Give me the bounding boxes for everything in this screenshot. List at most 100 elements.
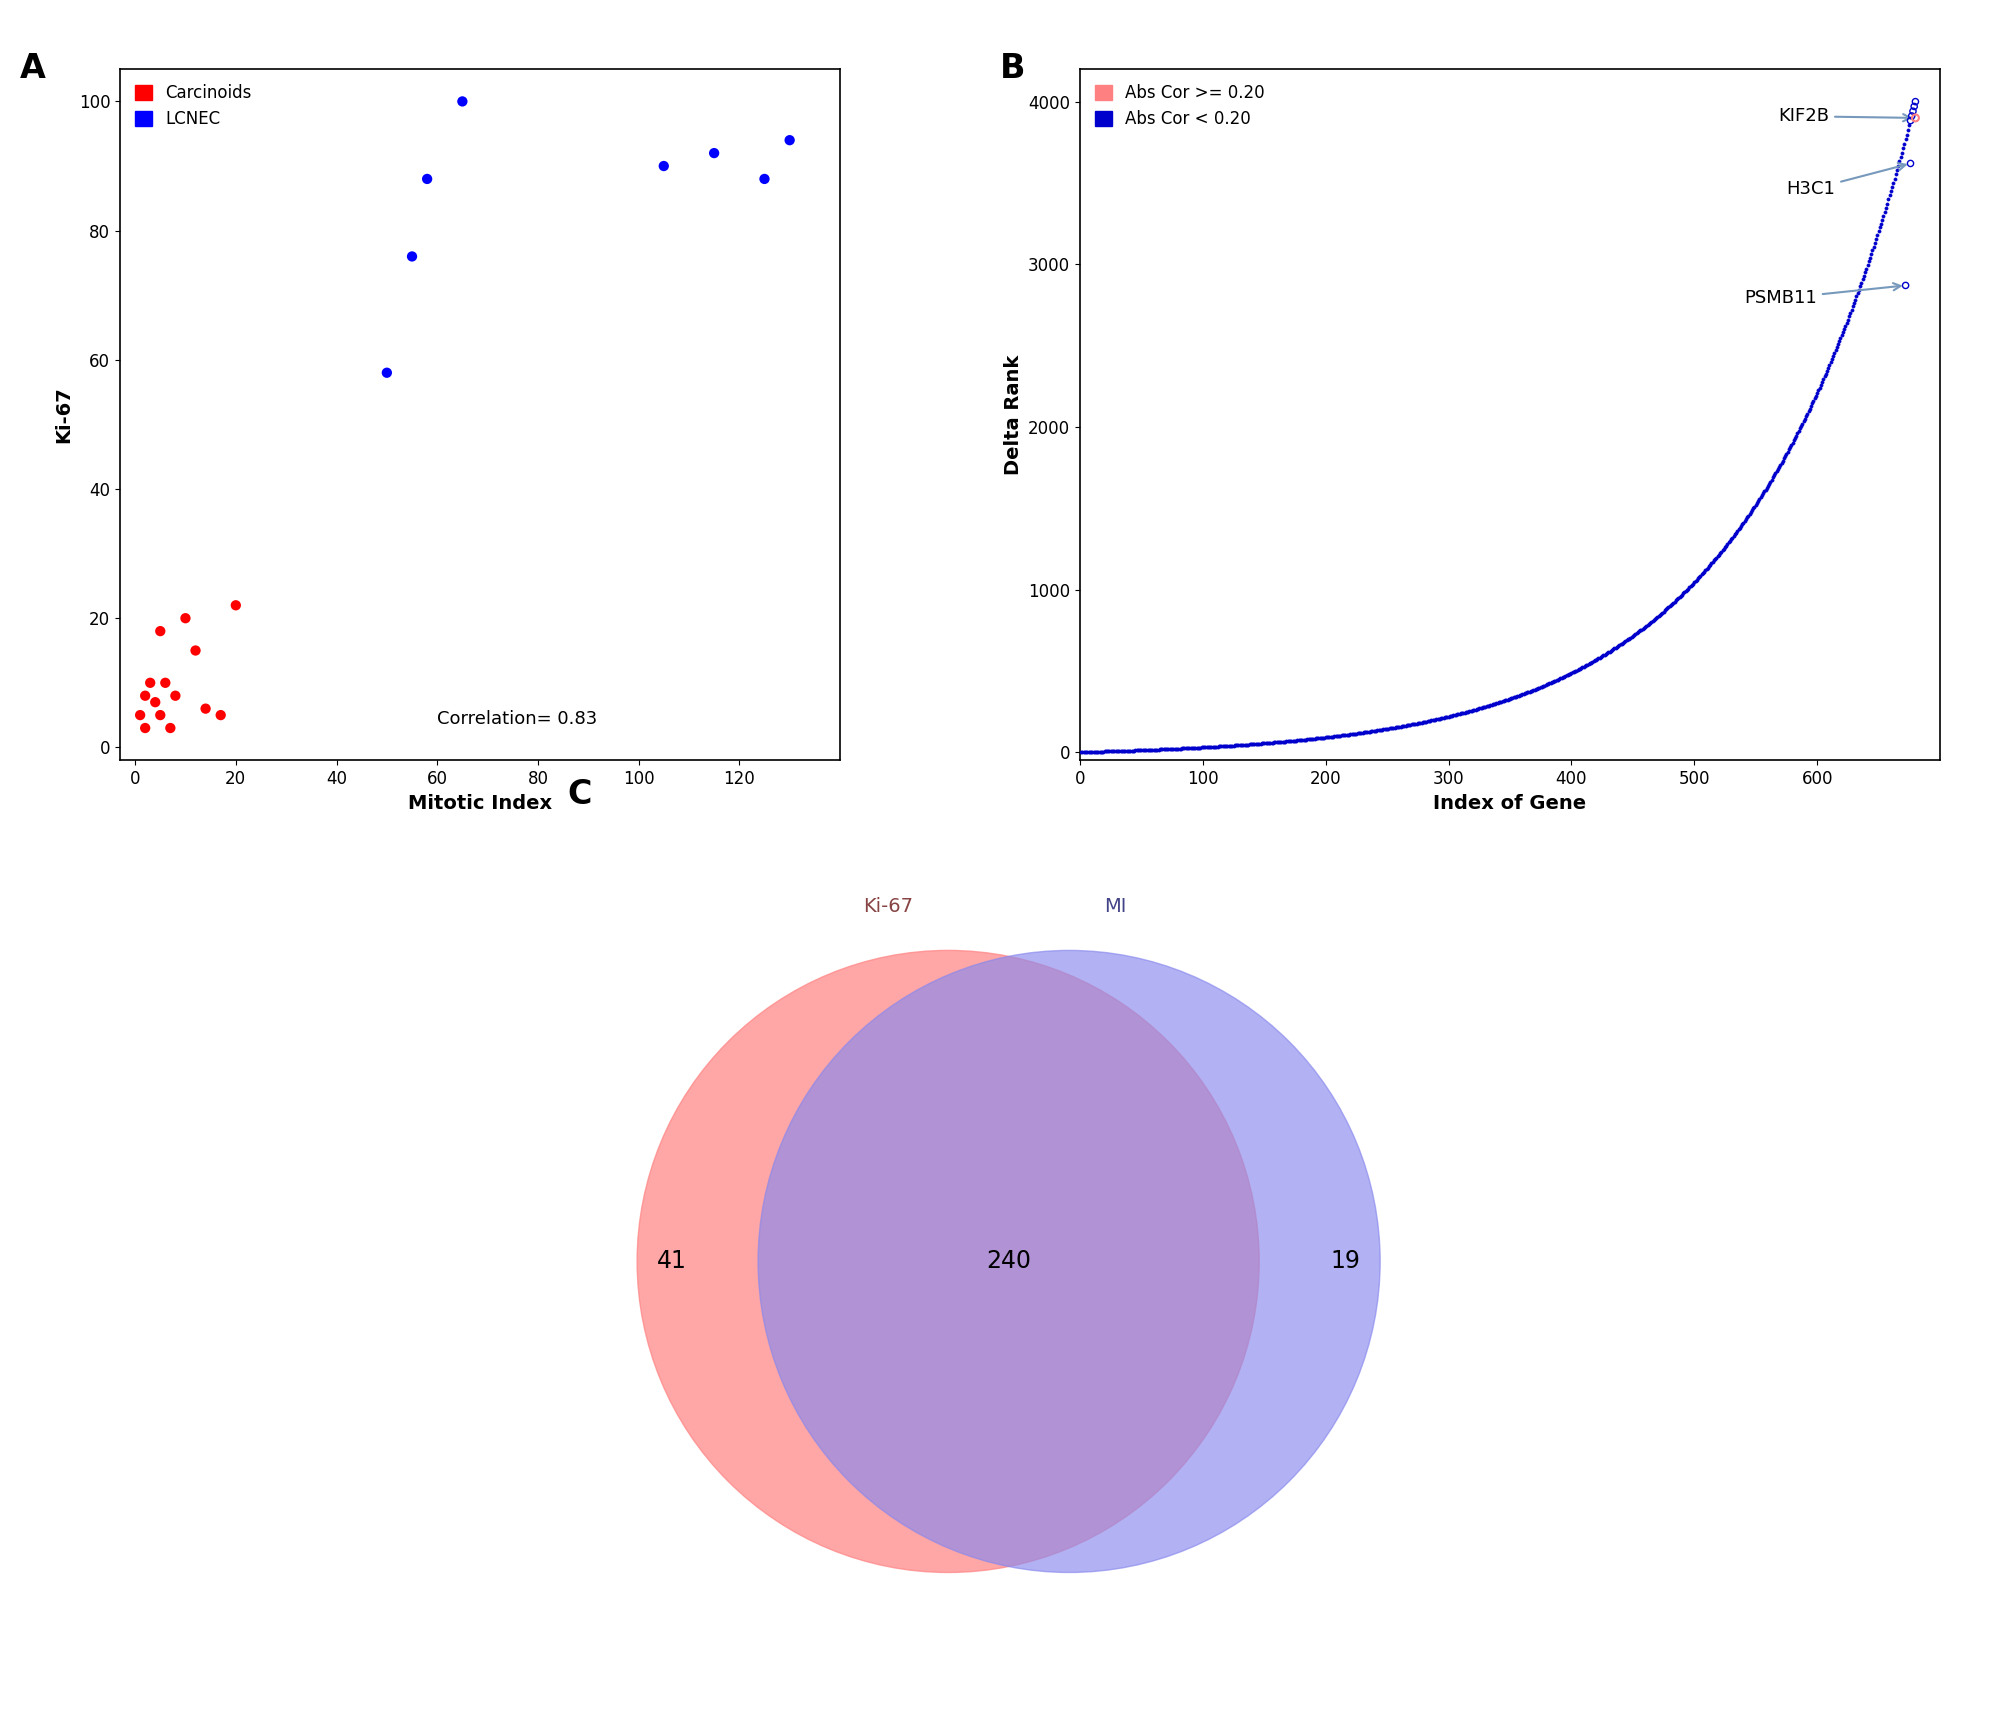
- Point: [1594, 638, 1626, 665]
- Point: [1470, 693, 1502, 721]
- Point: [1552, 660, 1584, 688]
- Point: [1172, 734, 1204, 762]
- Point: [1194, 733, 1226, 760]
- Point: [1128, 736, 1160, 764]
- Point: [1668, 579, 1700, 607]
- Point: [1790, 403, 1822, 430]
- Point: [1760, 458, 1792, 486]
- Point: [1742, 487, 1774, 515]
- Point: [1408, 708, 1440, 736]
- Point: [1716, 525, 1748, 553]
- Point: [1266, 727, 1298, 755]
- Point: [1604, 631, 1636, 658]
- Point: [1866, 209, 1898, 237]
- Point: [1656, 589, 1688, 617]
- Point: [1282, 726, 1314, 753]
- Point: [1702, 541, 1734, 569]
- Point: [1738, 492, 1770, 520]
- Point: [1284, 726, 1316, 753]
- Point: [1384, 714, 1416, 741]
- Point: [1248, 729, 1280, 757]
- Point: [1274, 727, 1306, 755]
- Point: [1508, 681, 1540, 708]
- Point: [1414, 707, 1446, 734]
- Point: [1734, 499, 1766, 527]
- Point: [1464, 695, 1496, 722]
- Point: [1804, 373, 1836, 401]
- Point: [1234, 731, 1266, 759]
- Point: [1840, 285, 1872, 313]
- Point: [1426, 705, 1458, 733]
- Point: [1868, 202, 1900, 230]
- Point: [1328, 721, 1360, 748]
- Point: [1676, 570, 1708, 598]
- Point: [1610, 627, 1642, 655]
- Point: [1174, 734, 1206, 762]
- Point: [1432, 703, 1464, 731]
- Point: [1170, 734, 1202, 762]
- Point: [1368, 715, 1400, 743]
- Point: [1830, 309, 1862, 337]
- Text: 41: 41: [656, 1249, 686, 1274]
- Point: [1422, 705, 1454, 733]
- Point: [1700, 544, 1732, 572]
- Point: [1808, 363, 1840, 391]
- Point: [1370, 715, 1402, 743]
- Text: Correlation= 0.83: Correlation= 0.83: [438, 710, 598, 727]
- Point: [1358, 717, 1390, 745]
- Point: [1438, 702, 1470, 729]
- Point: [1696, 548, 1728, 575]
- Point: [1350, 719, 1382, 746]
- Point: [1290, 726, 1322, 753]
- Point: [1818, 340, 1850, 368]
- Point: [1404, 708, 1436, 736]
- Point: [1724, 513, 1756, 541]
- Point: [130, 714, 162, 741]
- Point: [1276, 727, 1308, 755]
- Point: [1562, 657, 1594, 684]
- Point: [446, 88, 478, 116]
- Point: [1492, 686, 1524, 714]
- Point: [1766, 448, 1798, 475]
- Point: [1152, 736, 1184, 764]
- Point: [1564, 655, 1596, 683]
- Point: [1510, 679, 1542, 707]
- Point: [1748, 480, 1780, 508]
- Point: [1298, 726, 1330, 753]
- Point: [1202, 733, 1234, 760]
- Point: [1570, 651, 1602, 679]
- Point: [1682, 565, 1714, 593]
- Point: [1330, 721, 1362, 748]
- Point: [1634, 608, 1666, 636]
- Point: [1888, 135, 1920, 162]
- Point: [1512, 677, 1544, 705]
- Point: [1794, 394, 1826, 422]
- Point: [1780, 423, 1812, 451]
- Point: [1068, 738, 1100, 766]
- Point: [1326, 722, 1358, 750]
- Circle shape: [638, 950, 1260, 1572]
- Point: [1132, 736, 1164, 764]
- Point: [1078, 738, 1110, 766]
- Text: C: C: [568, 778, 592, 810]
- Point: [1382, 714, 1414, 741]
- Point: [1088, 738, 1120, 766]
- Point: [1210, 733, 1242, 760]
- Point: [1126, 736, 1158, 764]
- Point: [1802, 378, 1834, 406]
- Point: [1184, 734, 1216, 762]
- Text: 19: 19: [1330, 1249, 1360, 1274]
- Point: [1502, 683, 1534, 710]
- Point: [1228, 731, 1260, 759]
- Point: [1460, 696, 1492, 724]
- Point: [1394, 710, 1426, 738]
- Point: [1474, 691, 1506, 719]
- Point: [1876, 173, 1908, 200]
- Point: [1480, 689, 1512, 717]
- Point: [1424, 705, 1456, 733]
- Point: [1722, 517, 1754, 544]
- Point: [1306, 724, 1338, 752]
- Point: [1110, 736, 1142, 764]
- Point: [1900, 88, 1932, 116]
- Point: [1456, 696, 1488, 724]
